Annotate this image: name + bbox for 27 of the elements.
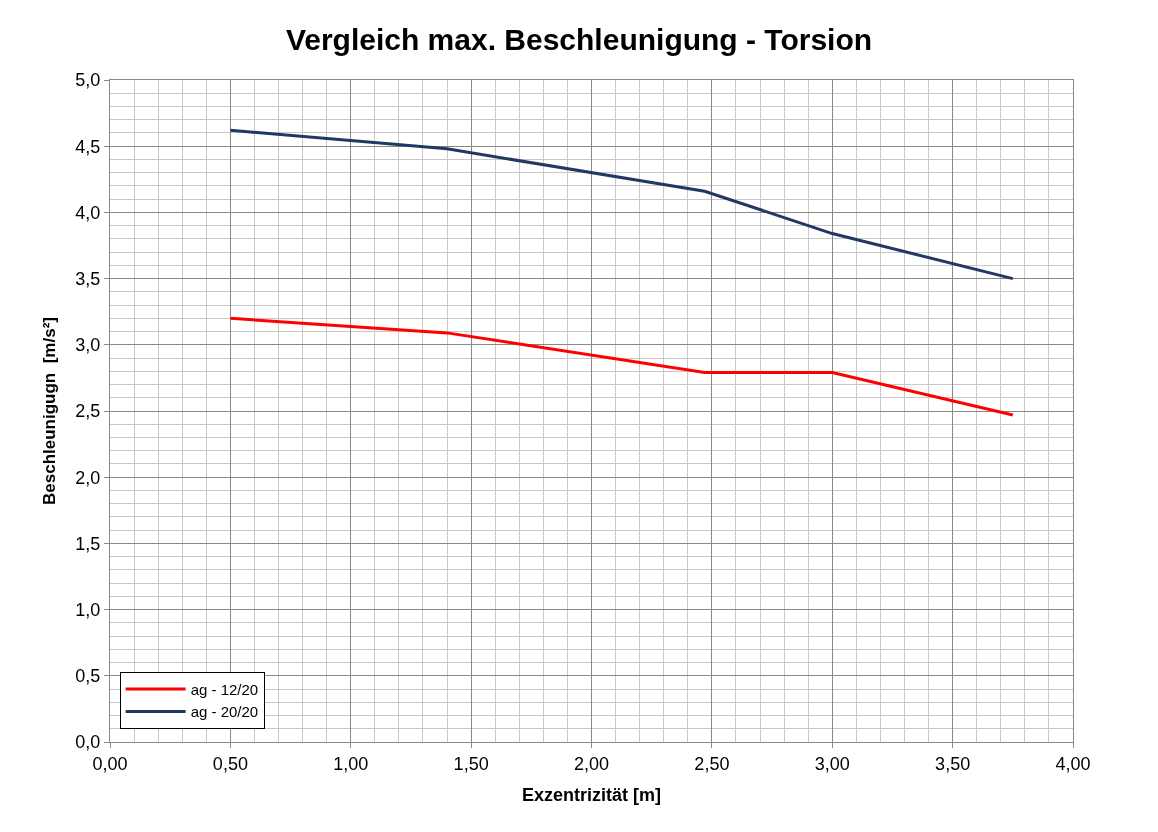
y-tick-label: 3,5 [75, 268, 101, 289]
y-tick-label: 0,0 [75, 732, 101, 753]
y-tick-label: 1,0 [75, 599, 101, 620]
y-tick-label: 5,0 [75, 70, 101, 91]
chart-title: Vergleich max. Beschleunigung - Torsion [285, 23, 873, 57]
y-tick-label: 1,5 [75, 533, 101, 554]
y-axis-title: Beschleunigugn [m/s²] [39, 317, 59, 505]
x-tick-label: 1,50 [453, 753, 489, 774]
y-tick-label: 2,5 [75, 401, 101, 422]
y-tick-label: 3,0 [75, 335, 101, 356]
x-axis-title: Exzentrizität [m] [521, 784, 662, 805]
x-tick-label: 1,00 [333, 753, 369, 774]
x-tick-label: 2,50 [694, 753, 730, 774]
x-tick-label: 3,50 [935, 753, 971, 774]
line-series [228, 128, 1015, 281]
x-tick-label: 0,50 [212, 753, 248, 774]
x-tick-label: 0,00 [92, 753, 128, 774]
x-tick-label: 4,00 [1055, 753, 1091, 774]
y-tick-label: 4,0 [75, 202, 101, 223]
x-tick-label: 2,00 [573, 753, 610, 774]
line-series [228, 316, 1015, 417]
legend-label: ag - 20/20 [190, 703, 259, 721]
x-tick-label: 3,00 [814, 753, 850, 774]
y-tick-label: 0,5 [75, 666, 101, 687]
legend-label: ag - 12/20 [190, 680, 259, 698]
y-tick-label: 2,0 [75, 467, 101, 488]
y-tick-label: 4,5 [75, 136, 101, 157]
